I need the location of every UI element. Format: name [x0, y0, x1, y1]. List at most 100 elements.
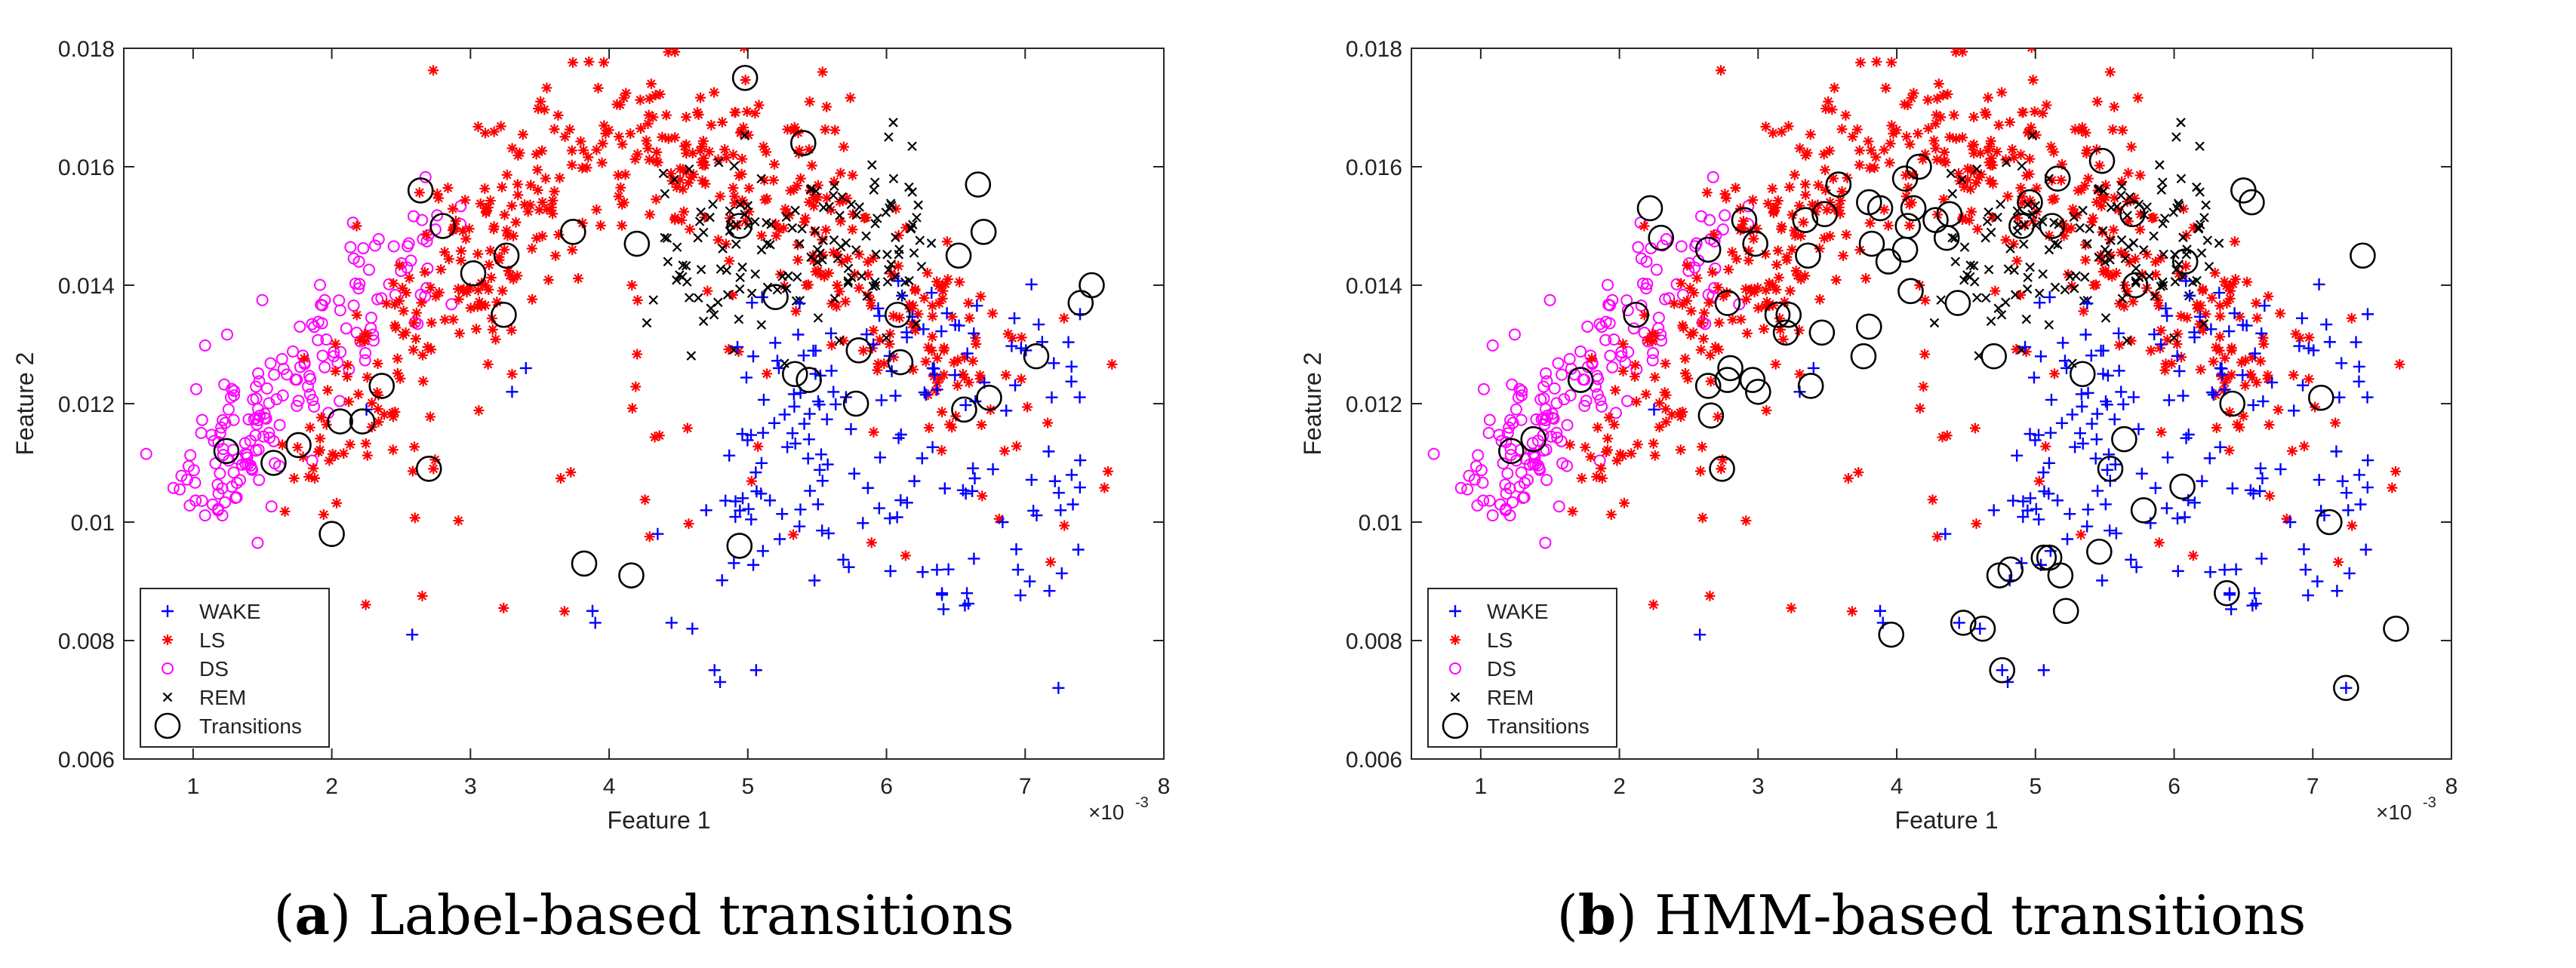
- ls-point: [2067, 204, 2079, 215]
- ls-point: [700, 178, 711, 189]
- ds-point: [308, 321, 321, 333]
- ds-point: [175, 469, 188, 482]
- ls-point: [2055, 174, 2067, 186]
- rem-point: [2196, 248, 2207, 258]
- ls-point: [2024, 168, 2035, 180]
- ls-point: [421, 229, 432, 241]
- ds-point: [1646, 354, 1659, 367]
- ls-point: [1879, 204, 1890, 215]
- ls-point: [679, 206, 690, 217]
- ls-point: [279, 506, 291, 517]
- ls-point: [2156, 253, 2167, 264]
- transition-marker: [368, 373, 395, 399]
- rem-point: [2069, 212, 2079, 223]
- wake-point: [1011, 564, 1024, 576]
- ls-point: [512, 270, 523, 281]
- ds-point: [1719, 209, 1731, 222]
- ds-point: [195, 426, 208, 439]
- wake-point: [884, 564, 897, 577]
- rem-point: [813, 313, 823, 323]
- transition-marker: [1775, 301, 1802, 328]
- transition-marker: [319, 521, 345, 548]
- ls-point: [2304, 373, 2315, 385]
- transition-marker: [2119, 201, 2146, 228]
- transition-marker: [1980, 343, 2007, 370]
- wake-point: [926, 441, 939, 453]
- ds-point: [281, 368, 294, 381]
- ds-point: [220, 328, 233, 341]
- ls-point: [1870, 34, 1880, 45]
- wake-point: [821, 458, 834, 471]
- ds-point: [1507, 496, 1519, 509]
- y-tick-label: 0.008: [1346, 629, 1402, 654]
- ds-point: [257, 430, 270, 443]
- ls-point: [362, 330, 373, 341]
- ls-point: [740, 74, 751, 85]
- ls-point: [455, 255, 466, 266]
- x-multiplier-exponent: -3: [1135, 794, 1149, 811]
- ls-point: [1855, 57, 1867, 68]
- rem-point: [885, 198, 896, 208]
- ls-point: [1059, 520, 1070, 531]
- ls-point: [582, 34, 592, 45]
- ds-point: [1647, 346, 1660, 359]
- rem-point: [698, 227, 709, 238]
- ls-point: [1784, 182, 1796, 193]
- wake-point: [719, 494, 732, 507]
- ds-point: [1604, 349, 1617, 362]
- ls-point: [1907, 169, 1919, 180]
- ls-point: [2262, 373, 2273, 385]
- rem-point: [886, 260, 897, 269]
- ls-point: [2004, 116, 2015, 128]
- ls-point: [834, 196, 845, 207]
- wake-point: [1939, 527, 1952, 540]
- rem-point: [843, 276, 854, 286]
- ds-point: [1527, 447, 1540, 460]
- ls-point: [810, 266, 821, 278]
- ls-point: [808, 192, 819, 204]
- caption-text: HMM-based transitions: [1654, 883, 2307, 947]
- ls-point: [1823, 96, 1834, 107]
- transition-marker: [1745, 378, 1771, 405]
- ls-point: [2219, 276, 2230, 287]
- ds-point: [268, 368, 281, 381]
- x-tick-label: 2: [1613, 774, 1626, 799]
- wake-point: [2091, 407, 2104, 420]
- ls-point: [472, 248, 484, 260]
- wake-point: [2177, 389, 2190, 402]
- ls-point: [1950, 133, 1962, 144]
- ls-point: [1713, 411, 1724, 423]
- ls-point: [1886, 120, 1897, 131]
- ls-point: [321, 419, 332, 430]
- rem-point: [833, 254, 843, 263]
- wake-point: [2335, 357, 2348, 370]
- ls-point: [695, 92, 706, 103]
- ls-point: [592, 82, 604, 94]
- caption-letter: b: [1577, 883, 1617, 947]
- rem-point: [672, 242, 682, 252]
- ls-point: [408, 344, 419, 355]
- ds-point: [1515, 413, 1528, 426]
- wake-point: [916, 566, 929, 579]
- ls-point: [617, 139, 628, 150]
- ls-point: [1011, 441, 1022, 452]
- transition-marker: [1742, 230, 1768, 257]
- x-tick-label: 8: [2445, 774, 2458, 799]
- ds-point: [1591, 388, 1604, 401]
- ls-point: [2394, 358, 2405, 370]
- ls-point: [1933, 78, 1944, 90]
- rem-point: [795, 238, 805, 249]
- ls-point: [1753, 303, 1764, 314]
- ls-point: [1922, 94, 1934, 106]
- rem-point: [756, 174, 766, 184]
- rem-point: [2106, 202, 2116, 213]
- ls-point: [309, 472, 320, 484]
- wake-point: [959, 398, 972, 411]
- transition-marker: [1936, 201, 1963, 228]
- ls-point: [723, 344, 734, 355]
- ds-point: [387, 240, 400, 253]
- ls-point: [597, 138, 608, 149]
- wake-point: [996, 516, 1009, 529]
- ls-point: [2153, 537, 2165, 549]
- ls-point: [1639, 220, 1650, 232]
